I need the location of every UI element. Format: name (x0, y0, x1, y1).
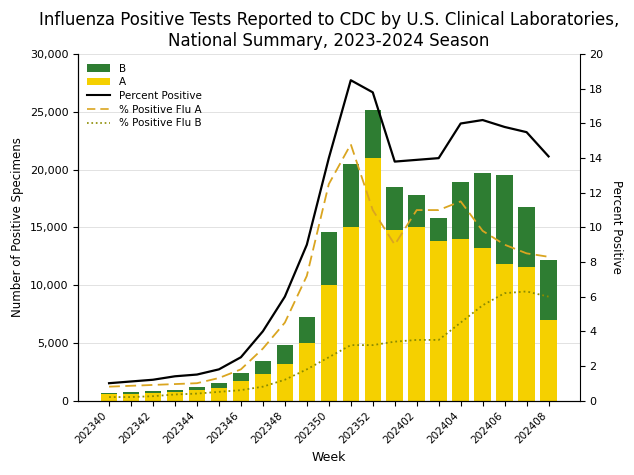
Bar (519, 266, 535, 400)
Bar (145, 391, 161, 393)
Bar (453, 182, 469, 239)
Bar (145, 393, 161, 400)
Bar (123, 394, 139, 400)
Bar (519, 207, 535, 266)
Bar (342, 164, 359, 228)
Bar (210, 388, 227, 400)
Bar (101, 394, 117, 400)
Bar (299, 317, 315, 343)
Bar (408, 228, 425, 400)
Bar (342, 228, 359, 400)
Bar (299, 343, 315, 400)
Bar (387, 187, 403, 230)
Bar (365, 110, 381, 158)
Y-axis label: Percent Positive: Percent Positive (610, 180, 623, 275)
Bar (430, 218, 447, 241)
X-axis label: Week: Week (312, 451, 346, 464)
Bar (540, 260, 557, 320)
Bar (123, 392, 139, 394)
Bar (387, 230, 403, 400)
Bar (474, 248, 491, 400)
Bar (453, 239, 469, 400)
Bar (210, 383, 227, 388)
Bar (167, 390, 183, 392)
Legend: B, A, Percent Positive, % Positive Flu A, % Positive Flu B: B, A, Percent Positive, % Positive Flu A… (83, 59, 205, 133)
Bar (365, 158, 381, 400)
Bar (321, 285, 337, 400)
Title: Influenza Positive Tests Reported to CDC by U.S. Clinical Laboratories,
National: Influenza Positive Tests Reported to CDC… (39, 11, 619, 50)
Bar (101, 393, 117, 394)
Bar (474, 173, 491, 248)
Bar (430, 241, 447, 400)
Bar (496, 175, 513, 264)
Bar (189, 390, 205, 400)
Bar (276, 345, 293, 363)
Bar (255, 361, 271, 374)
Bar (189, 387, 205, 390)
Bar (496, 264, 513, 400)
Y-axis label: Number of Positive Specimens: Number of Positive Specimens (11, 137, 24, 317)
Bar (167, 392, 183, 400)
Bar (233, 373, 249, 381)
Bar (540, 320, 557, 400)
Bar (233, 381, 249, 400)
Bar (408, 195, 425, 228)
Bar (321, 232, 337, 285)
Bar (276, 363, 293, 400)
Bar (255, 374, 271, 400)
